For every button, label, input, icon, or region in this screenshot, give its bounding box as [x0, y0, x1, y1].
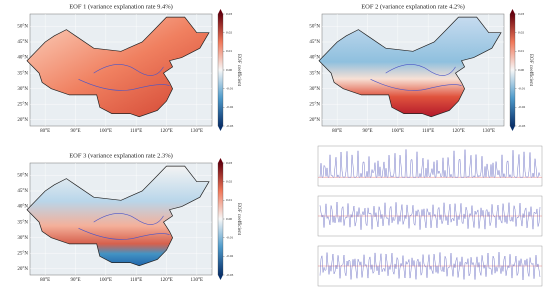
lon-tick-label: 120°E — [160, 278, 173, 283]
colorbar-tick-label: 0.03 — [518, 12, 524, 16]
colorbar-extend — [218, 9, 223, 14]
colorbar-tick-label: 0.01 — [518, 49, 524, 53]
lon-tick-label: 100°E — [392, 129, 405, 134]
time-series-panels — [317, 145, 543, 287]
colorbar — [217, 13, 224, 127]
lon-tick-label: 80°E — [40, 278, 50, 283]
lon-tick-label: 110°E — [130, 129, 142, 134]
colorbar-tick-label: 0.00 — [518, 68, 524, 72]
colorbar-tick-label: -0.01 — [226, 235, 234, 239]
lat-tick-label: 40°N — [309, 56, 320, 61]
colorbar-tick-label: 0.03 — [226, 12, 232, 16]
river — [93, 64, 164, 76]
colorbar-tick-label: -0.02 — [226, 254, 234, 258]
colorbar-tick-label: 0.01 — [226, 198, 232, 202]
river — [385, 64, 456, 76]
time-series-frame — [317, 145, 543, 187]
decorative-trace — [319, 201, 541, 230]
lon-tick-label: 110°E — [422, 129, 434, 134]
colorbar-tick-label: -0.01 — [518, 86, 526, 90]
lat-tick-label: 30°N — [17, 87, 28, 92]
lon-tick-label: 120°E — [160, 129, 173, 134]
lat-tick-label: 25°N — [17, 251, 28, 256]
lon-tick-label: 100°E — [100, 278, 113, 283]
lat-tick-label: 20°N — [17, 267, 28, 272]
river — [78, 228, 170, 240]
colorbar — [509, 13, 516, 127]
lat-tick-label: 25°N — [309, 102, 320, 107]
river — [93, 213, 164, 225]
lon-tick-label: 90°E — [70, 129, 80, 134]
colorbar-extend — [218, 126, 223, 131]
country-field — [26, 165, 210, 267]
country-field — [26, 16, 210, 118]
colorbar-tick-label: -0.03 — [518, 124, 526, 128]
lat-tick-label: 30°N — [309, 87, 320, 92]
colorbar-tick-label: -0.01 — [226, 86, 234, 90]
colorbar — [217, 162, 224, 276]
lat-tick-label: 35°N — [309, 71, 320, 76]
colorbar-tick-label: -0.03 — [226, 273, 234, 277]
lon-tick-label: 130°E — [191, 278, 204, 283]
colorbar-tick-label: -0.02 — [226, 105, 234, 109]
river — [370, 79, 462, 91]
lon-tick-label: 110°E — [130, 278, 142, 283]
colorbar-label: EOF coefficient — [236, 54, 241, 87]
lat-tick-label: 45°N — [309, 40, 320, 45]
lat-tick-label: 45°N — [17, 40, 28, 45]
lat-tick-label: 50°N — [17, 174, 28, 179]
lon-tick-label: 130°E — [483, 129, 496, 134]
colorbar-tick-label: -0.03 — [226, 124, 234, 128]
colorbar-label: EOF coefficient — [236, 203, 241, 236]
decorative-trace — [319, 252, 541, 281]
lon-tick-label: 80°E — [332, 129, 342, 134]
panel-title: EOF 1 (variance explanation rate 9.4%) — [69, 3, 173, 10]
colorbar-tick-label: -0.02 — [518, 105, 526, 109]
lon-tick-label: 80°E — [40, 129, 50, 134]
lat-tick-label: 25°N — [17, 102, 28, 107]
lon-tick-label: 120°E — [452, 129, 465, 134]
panel-title: EOF 3 (variance explanation rate 2.3%) — [69, 152, 173, 159]
river — [78, 79, 170, 91]
colorbar-extend — [510, 9, 515, 14]
lat-tick-label: 35°N — [17, 220, 28, 225]
colorbar-tick-label: 0.03 — [226, 161, 232, 165]
colorbar-tick-label: 0.01 — [226, 49, 232, 53]
lat-tick-label: 40°N — [17, 56, 28, 61]
colorbar-tick-label: 0.02 — [226, 179, 232, 183]
lat-tick-label: 50°N — [17, 25, 28, 30]
lon-tick-label: 90°E — [362, 129, 372, 134]
colorbar-label: EOF coefficient — [528, 54, 533, 87]
country-field — [318, 16, 502, 118]
colorbar-tick-label: 0.00 — [226, 217, 232, 221]
colorbar-extend — [218, 275, 223, 280]
panel-title: EOF 2 (variance explanation rate 4.2%) — [361, 3, 465, 10]
colorbar-extend — [510, 126, 515, 131]
colorbar-tick-label: 0.02 — [518, 30, 524, 34]
lat-tick-label: 50°N — [309, 25, 320, 30]
lon-tick-label: 100°E — [100, 129, 113, 134]
lon-tick-label: 130°E — [191, 129, 204, 134]
colorbar-tick-label: 0.02 — [226, 30, 232, 34]
lat-tick-label: 45°N — [17, 189, 28, 194]
lon-tick-label: 90°E — [70, 278, 80, 283]
lat-tick-label: 20°N — [17, 118, 28, 123]
lat-tick-label: 35°N — [17, 71, 28, 76]
lat-tick-label: 30°N — [17, 236, 28, 241]
lat-tick-label: 20°N — [309, 118, 320, 123]
decorative-trace — [319, 149, 541, 178]
lat-tick-label: 40°N — [17, 205, 28, 210]
colorbar-tick-label: 0.00 — [226, 68, 232, 72]
colorbar-extend — [218, 158, 223, 163]
